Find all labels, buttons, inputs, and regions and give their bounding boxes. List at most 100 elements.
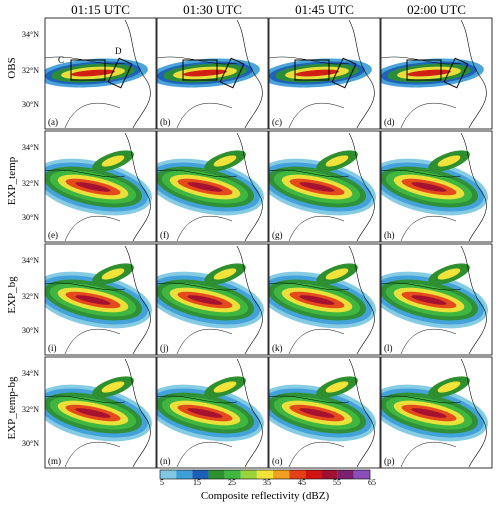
echo-band bbox=[411, 295, 447, 305]
panel-letter: (c) bbox=[272, 117, 282, 127]
analysis-box-c bbox=[406, 59, 442, 81]
column-title-3: 01:45 UTC bbox=[295, 2, 354, 17]
map-panel-g: (g) bbox=[268, 130, 381, 243]
echo-band bbox=[437, 268, 461, 280]
echo-band bbox=[411, 408, 447, 418]
echo-band bbox=[299, 408, 335, 418]
colorbar-tick-65: 65 bbox=[368, 478, 376, 487]
panel-letter: (m) bbox=[48, 456, 61, 466]
panel-frame bbox=[156, 243, 269, 356]
panel-letter: (k) bbox=[272, 343, 283, 353]
analysis-box-d bbox=[331, 57, 357, 89]
column-title-1: 01:15 UTC bbox=[71, 2, 130, 17]
province-boundary bbox=[45, 282, 126, 355]
panel-letter: (g) bbox=[272, 230, 283, 240]
panel-frame bbox=[380, 243, 493, 356]
panel-frame bbox=[268, 130, 381, 243]
map-panel-l: (l) bbox=[380, 243, 493, 356]
panel-frame bbox=[380, 17, 493, 130]
panel-letter: (f) bbox=[160, 230, 169, 240]
province-boundary bbox=[157, 169, 238, 242]
coastline bbox=[124, 358, 151, 468]
analysis-box-d bbox=[443, 57, 469, 89]
echo-band bbox=[407, 69, 451, 77]
coastline bbox=[236, 358, 263, 468]
coastline bbox=[348, 19, 375, 129]
echo-band bbox=[71, 69, 115, 77]
box-label-d: D bbox=[115, 46, 122, 56]
analysis-box-d bbox=[107, 57, 133, 89]
panel-letter: (o) bbox=[272, 456, 283, 466]
analysis-box-c bbox=[294, 59, 330, 81]
echo-band bbox=[325, 155, 349, 167]
panel-letter: (e) bbox=[48, 230, 58, 240]
coastline bbox=[460, 358, 487, 468]
echo-band bbox=[75, 182, 111, 192]
province-boundary bbox=[381, 169, 462, 242]
coastline bbox=[236, 245, 263, 355]
echo-band bbox=[187, 295, 223, 305]
panel-frame bbox=[44, 17, 157, 130]
map-panel-d: (d) bbox=[380, 17, 493, 130]
map-panel-i: (i) bbox=[44, 243, 157, 356]
colorbar-tick-55: 55 bbox=[333, 478, 341, 487]
province-boundary bbox=[45, 169, 126, 242]
map-panel-b: (b) bbox=[156, 17, 269, 130]
box-label-c: C bbox=[58, 55, 64, 65]
map-panel-k: (k) bbox=[268, 243, 381, 356]
panel-letter: (h) bbox=[384, 230, 395, 240]
coastline bbox=[348, 245, 375, 355]
echo-band bbox=[411, 182, 447, 192]
echo-band bbox=[213, 268, 237, 280]
colorbar-swatch bbox=[321, 470, 338, 479]
analysis-box-d bbox=[219, 57, 245, 89]
colorbar-frame bbox=[159, 469, 371, 480]
echo-band bbox=[325, 381, 349, 393]
panel-frame bbox=[156, 17, 269, 130]
column-title-2: 01:30 UTC bbox=[183, 2, 242, 17]
coastline bbox=[348, 358, 375, 468]
lat-tick-r4-34: 34°N bbox=[22, 369, 39, 378]
column-title-4: 02:00 UTC bbox=[407, 2, 466, 17]
echo-band bbox=[75, 295, 111, 305]
map-panel-o: (o) bbox=[268, 356, 381, 469]
echo-band bbox=[213, 155, 237, 167]
map-panel-m: (m) bbox=[44, 356, 157, 469]
echo-band bbox=[295, 69, 339, 77]
map-panel-c: (c) bbox=[268, 17, 381, 130]
province-boundary bbox=[381, 282, 462, 355]
map-panel-h: (h) bbox=[380, 130, 493, 243]
echo-band bbox=[75, 408, 111, 418]
map-panel-n: (n) bbox=[156, 356, 269, 469]
panel-frame bbox=[156, 130, 269, 243]
panel-letter: (l) bbox=[384, 343, 393, 353]
lat-tick-r2-30: 30°N bbox=[22, 213, 39, 222]
analysis-box-c bbox=[182, 59, 218, 81]
echo-band bbox=[299, 182, 335, 192]
echo-band bbox=[101, 155, 125, 167]
panel-frame bbox=[268, 243, 381, 356]
colorbar-tick-5: 5 bbox=[160, 478, 164, 487]
map-panel-p: (p) bbox=[380, 356, 493, 469]
coastline bbox=[124, 19, 151, 129]
colorbar-tick-45: 45 bbox=[298, 478, 306, 487]
colorbar-tick-35: 35 bbox=[263, 478, 271, 487]
echo-band bbox=[183, 69, 227, 77]
province-boundary bbox=[269, 169, 350, 242]
colorbar-swatch bbox=[273, 470, 290, 479]
lat-tick-r1-32: 32°N bbox=[22, 66, 39, 75]
panel-letter: (d) bbox=[384, 117, 395, 127]
echo-band bbox=[101, 268, 125, 280]
lat-tick-r4-32: 32°N bbox=[22, 405, 39, 414]
colorbar-swatch bbox=[305, 470, 322, 479]
coastline bbox=[460, 19, 487, 129]
panel-frame bbox=[268, 17, 381, 130]
panel-frame bbox=[156, 356, 269, 469]
province-boundary bbox=[157, 395, 238, 468]
province-boundary bbox=[381, 395, 462, 468]
province-boundary bbox=[157, 282, 238, 355]
coastline bbox=[236, 19, 263, 129]
